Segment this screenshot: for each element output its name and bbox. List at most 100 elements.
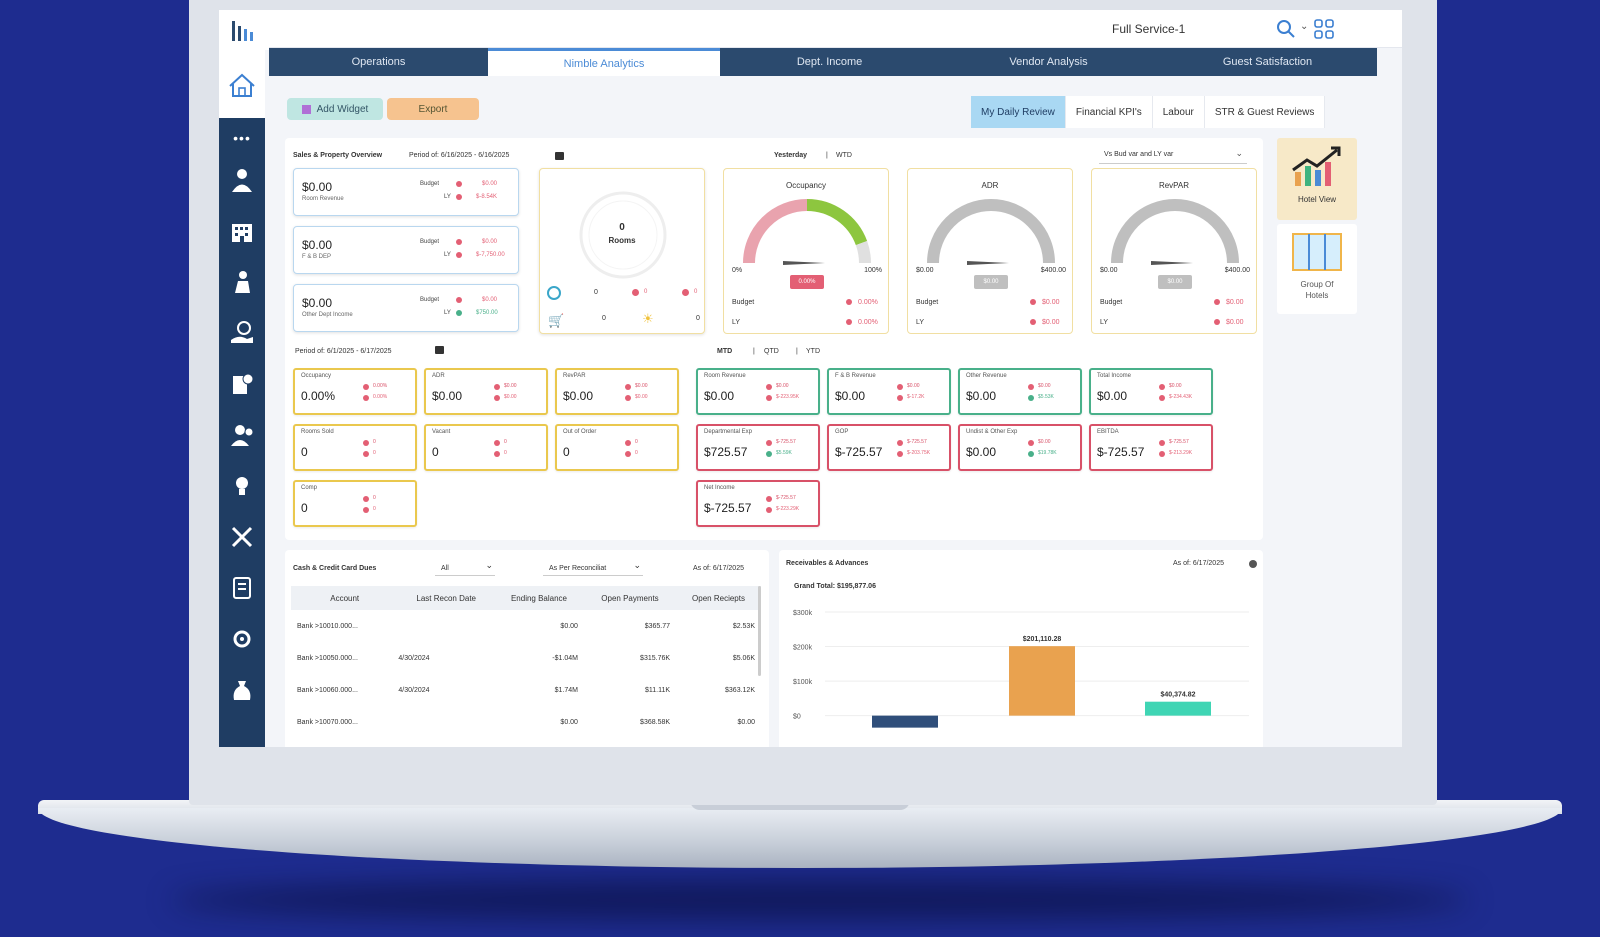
- cash-title: Cash & Credit Card Dues: [293, 565, 377, 572]
- revenue-card[interactable]: $0.00 Other Dept Income Budget $0.00 LY $750.…: [293, 284, 519, 332]
- status-dot: [456, 239, 462, 245]
- kpi-title: Comp: [301, 485, 318, 491]
- kpi-card[interactable]: EBITDA $-725.57 $-725.57 $-213.29K: [1089, 424, 1213, 471]
- toggle-yesterday[interactable]: Yesterday: [774, 152, 808, 159]
- apps-grid-icon[interactable]: [1313, 18, 1335, 40]
- kpi-title: RevPAR: [563, 373, 586, 379]
- tab-str-guest-reviews[interactable]: STR & Guest Reviews: [1205, 96, 1326, 128]
- kpi-budget-var: $0.00: [1169, 383, 1182, 389]
- tab-dept-income[interactable]: Dept. Income: [796, 56, 863, 68]
- bar[interactable]: [1145, 701, 1211, 716]
- sidebar-home[interactable]: [219, 50, 265, 118]
- toggle-qtd[interactable]: QTD: [764, 348, 779, 355]
- column-header[interactable]: Account: [291, 586, 399, 610]
- hotel-view-card[interactable]: Hotel View: [1277, 138, 1357, 220]
- kpi-ly-var: 0: [373, 506, 376, 512]
- revenue-card[interactable]: $0.00 Room Revenue Budget $0.00 LY $-8.54K: [293, 168, 519, 216]
- sidebar-hand-dollar-icon[interactable]: [227, 318, 257, 348]
- table-cell: $11.11K: [644, 686, 671, 694]
- tab-my-daily-review[interactable]: My Daily Review: [971, 96, 1066, 128]
- calendar-icon[interactable]: [435, 346, 444, 354]
- toggle-mtd[interactable]: MTD: [717, 348, 733, 355]
- export-button[interactable]: Export: [387, 98, 479, 120]
- kpi-card[interactable]: RevPAR $0.00 $0.00 $0.00: [555, 368, 679, 415]
- recon-select[interactable]: As Per Reconciliat ⌄: [543, 560, 643, 576]
- status-dot: [1028, 451, 1034, 457]
- kpi-card[interactable]: ADR $0.00 $0.00 $0.00: [424, 368, 548, 415]
- kpi-card[interactable]: Vacant 0 0 0: [424, 424, 548, 471]
- tab-labour[interactable]: Labour: [1153, 96, 1205, 128]
- y-tick-label: $0: [793, 714, 801, 721]
- kpi-card[interactable]: Departmental Exp $725.57 $-725.57 $5.59K: [696, 424, 820, 471]
- group-of-hotels-card[interactable]: Group Of Hotels: [1277, 224, 1357, 314]
- toggle-ytd[interactable]: YTD: [806, 348, 820, 355]
- sidebar-guest-icon[interactable]: [227, 165, 257, 195]
- kpi-card[interactable]: GOP $-725.57 $-725.57 $-203.75K: [827, 424, 951, 471]
- app-logo[interactable]: [219, 10, 269, 50]
- table-cell: $1.74M: [554, 686, 578, 694]
- sun-icon: ☀: [642, 311, 654, 326]
- compare-select[interactable]: Vs Bud var and LY var ⌄: [1099, 146, 1247, 164]
- sidebar-user-settings-icon[interactable]: [227, 420, 257, 450]
- column-header[interactable]: Open Reciepts: [676, 586, 761, 610]
- gauge-budget-label: Budget: [1100, 299, 1123, 306]
- revenue-value: $0.00: [302, 180, 333, 194]
- sidebar-money-bag-icon[interactable]: [227, 675, 257, 705]
- property-select[interactable]: Full Service-1: [1112, 22, 1186, 36]
- toggle-separator: |: [753, 348, 755, 355]
- cash-filter-select[interactable]: All ⌄: [435, 560, 495, 576]
- table-cell: Bank >10060.000...: [297, 686, 358, 694]
- table-row[interactable]: Bank >10050.000... 4/30/2024 -$1.04M $315.7…: [291, 642, 761, 674]
- kpi-card[interactable]: Rooms Sold 0 0 0: [293, 424, 417, 471]
- sidebar-building-icon[interactable]: [227, 216, 257, 246]
- toggle-wtd[interactable]: WTD: [836, 152, 852, 159]
- status-dot: [897, 451, 903, 457]
- table-row[interactable]: Bank >10010.000... $0.00 $365.77 $2.53K: [291, 610, 761, 642]
- info-icon[interactable]: [1249, 560, 1257, 568]
- tab-nimble-analytics[interactable]: Nimble Analytics: [487, 48, 721, 76]
- kpi-card[interactable]: F & B Revenue $0.00 $0.00 $-17.2K: [827, 368, 951, 415]
- sidebar-settings-icon[interactable]: [227, 624, 257, 654]
- chevron-down-icon[interactable]: ⌄: [1300, 21, 1309, 32]
- tab-guest-satisfaction[interactable]: Guest Satisfaction: [1222, 56, 1313, 68]
- bar[interactable]: [1009, 646, 1075, 716]
- kpi-budget-var: $-725.57: [776, 495, 796, 501]
- status-dot: [632, 289, 639, 296]
- table-row[interactable]: Bank >10070.000... $0.00 $368.58K $0.00: [291, 706, 761, 738]
- tab-vendor-analysis[interactable]: Vendor Analysis: [1009, 56, 1088, 68]
- search-icon[interactable]: [1275, 18, 1297, 40]
- sidebar-tools-icon[interactable]: [227, 522, 257, 552]
- column-header[interactable]: Last Recon Date: [398, 586, 495, 610]
- kpi-card[interactable]: Undist & Other Exp $0.00 $0.00 $19.78K: [958, 424, 1082, 471]
- sidebar-document-icon[interactable]: [227, 573, 257, 603]
- status-dot: [625, 395, 631, 401]
- table-cell: -$1.04M: [552, 654, 578, 662]
- kpi-ly-var: $-234.43K: [1169, 394, 1193, 400]
- table-scrollbar[interactable]: [758, 586, 761, 676]
- laptop-notch: [690, 800, 910, 810]
- gauge-budget-value: $0.00: [1042, 299, 1060, 306]
- kpi-card[interactable]: Out of Order 0 0 0: [555, 424, 679, 471]
- column-header[interactable]: Ending Balance: [494, 586, 584, 610]
- status-dot: [766, 496, 772, 502]
- sidebar-staff-icon[interactable]: [227, 267, 257, 297]
- add-widget-button[interactable]: Add Widget: [287, 98, 383, 120]
- column-header[interactable]: Open Payments: [583, 586, 677, 610]
- kpi-title: Vacant: [432, 429, 451, 435]
- tab-financial-kpis[interactable]: Financial KPI's: [1066, 96, 1153, 128]
- sidebar-lightbulb-icon[interactable]: [227, 471, 257, 501]
- more-icon[interactable]: •••: [233, 130, 251, 146]
- kpi-card[interactable]: Net Income $-725.57 $-725.57 $-223.29K: [696, 480, 820, 527]
- calendar-icon[interactable]: [555, 152, 564, 160]
- sidebar-report-icon[interactable]: [227, 369, 257, 399]
- kpi-card[interactable]: Total Income $0.00 $0.00 $-234.43K: [1089, 368, 1213, 415]
- kpi-card[interactable]: Room Revenue $0.00 $0.00 $-223.95K: [696, 368, 820, 415]
- gauge-max: $400.00: [1224, 267, 1250, 274]
- table-row[interactable]: Bank >10060.000... 4/30/2024 $1.74M $11.11K…: [291, 674, 761, 706]
- tab-operations[interactable]: Operations: [351, 56, 406, 68]
- kpi-card[interactable]: Occupancy 0.00% 0.00% 0.00%: [293, 368, 417, 415]
- kpi-card[interactable]: Other Revenue $0.00 $0.00 $5.53K: [958, 368, 1082, 415]
- revenue-card[interactable]: $0.00 F & B DEP Budget $0.00 LY $-7,750.00: [293, 226, 519, 274]
- bar[interactable]: [872, 715, 938, 728]
- kpi-card[interactable]: Comp 0 0 0: [293, 480, 417, 527]
